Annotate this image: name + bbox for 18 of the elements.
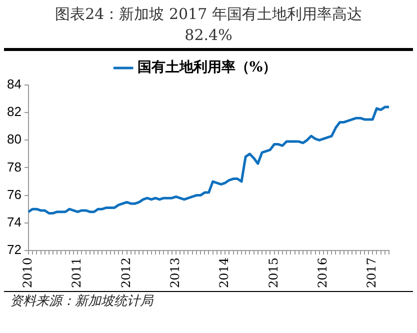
x-tick-label: 2011: [70, 257, 84, 288]
y-tick-label: 78: [6, 159, 22, 174]
y-tick-label: 84: [6, 76, 22, 92]
x-tick-label: 2012: [118, 257, 133, 288]
chart-title: 图表24：新加坡 2017 年国有土地利用率高达 82.4%: [54, 4, 363, 46]
y-tick-label: 74: [6, 214, 22, 230]
x-tick-label: 2014: [217, 257, 232, 288]
y-tick-label: 82: [6, 104, 22, 120]
legend-label: 国有土地利用率（%）: [137, 58, 277, 76]
x-tick-label: 2017: [364, 257, 379, 288]
x-tick-label: 2016: [316, 257, 330, 288]
x-tick-label: 2013: [168, 257, 182, 288]
y-tick-label: 80: [6, 132, 22, 147]
text: 资料来源：新加坡统计局: [4, 291, 413, 310]
y-tick-label: 72: [6, 242, 22, 258]
y-tick-label: 76: [6, 186, 22, 202]
x-tick-label: 2015: [266, 257, 280, 288]
x-tick-label: 2010: [20, 257, 35, 288]
